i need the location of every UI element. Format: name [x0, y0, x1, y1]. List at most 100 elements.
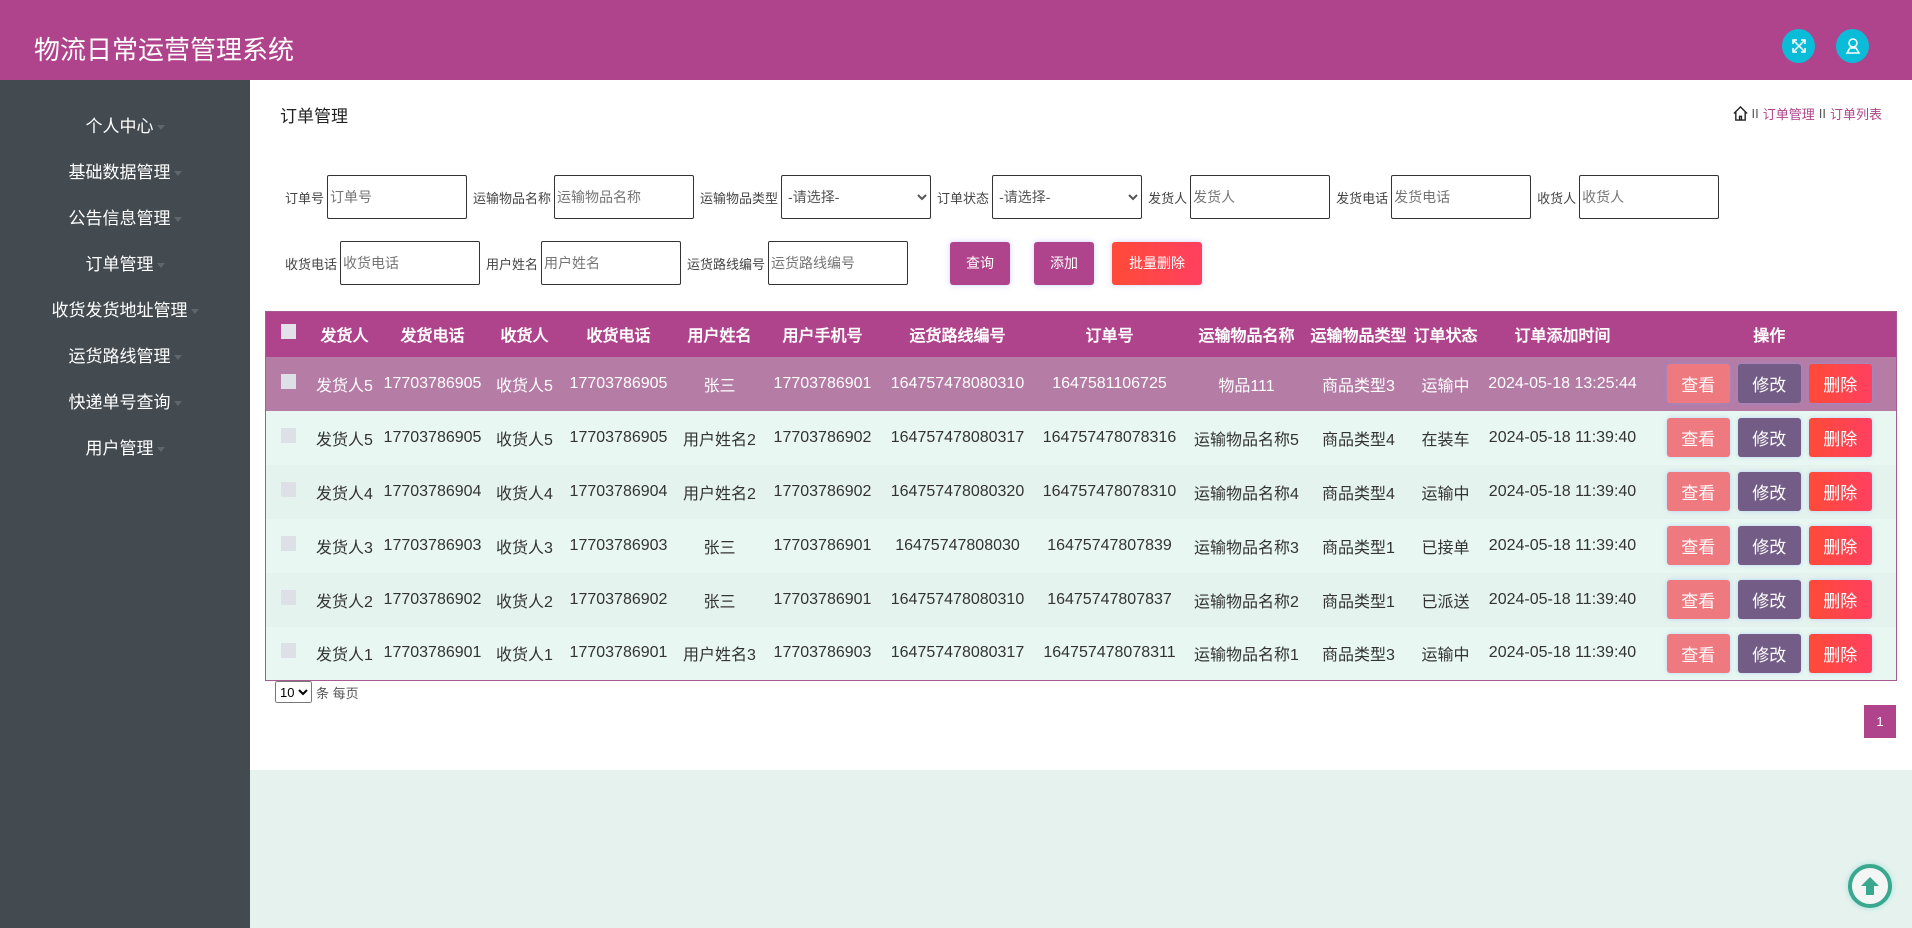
- sidebar-item-routes[interactable]: 运货路线管理: [0, 342, 250, 367]
- sidebar-item-tracking[interactable]: 快递单号查询: [0, 388, 250, 413]
- row-checkbox[interactable]: [280, 373, 296, 389]
- breadcrumb-orders[interactable]: 订单管理: [1762, 107, 1815, 122]
- table-cell: 运输中: [1408, 464, 1483, 519]
- orders-table: 发货人 发货电话 收货人 收货电话 用户姓名 用户手机号 运货路线编号 订单号 运输物品名称 运输…: [265, 311, 1897, 681]
- sender-phone-input[interactable]: [1391, 175, 1532, 219]
- view-button[interactable]: 查看: [1666, 633, 1730, 673]
- caret-down-icon: [173, 355, 182, 361]
- table-cell: 运输物品名称5: [1184, 410, 1309, 465]
- table-cell: 17703786902: [764, 464, 881, 519]
- sidebar-item-notices[interactable]: 公告信息管理: [0, 204, 250, 229]
- table-cell: 物品111: [1184, 356, 1309, 411]
- table-cell: 已派送: [1408, 572, 1483, 627]
- table-row[interactable]: 发货人1 17703786901 收货人1 17703786901 用户姓名3 17703…: [265, 626, 1897, 681]
- row-checkbox[interactable]: [280, 643, 296, 659]
- edit-button[interactable]: 修改: [1737, 633, 1801, 673]
- table-row[interactable]: 发货人3 17703786903 收货人3 17703786903 张三 17703786…: [265, 518, 1897, 573]
- table-cell: 2024-05-18 11:39:40: [1482, 572, 1643, 627]
- row-checkbox[interactable]: [280, 481, 296, 497]
- table-row[interactable]: 发货人5 17703786905 收货人5 17703786905 张三 17703786…: [265, 356, 1897, 411]
- table-cell: 收货人5: [486, 356, 563, 411]
- table-cell: 用户姓名2: [674, 464, 765, 519]
- delete-button[interactable]: 删除: [1808, 364, 1872, 403]
- fullscreen-icon[interactable]: [1782, 29, 1815, 63]
- select-all-checkbox[interactable]: [280, 324, 296, 340]
- back-to-top-button[interactable]: [1848, 864, 1892, 908]
- table-cell: 17703786901: [764, 356, 881, 411]
- sidebar-item-addresses[interactable]: 收货发货地址管理: [0, 296, 250, 321]
- delete-button[interactable]: 删除: [1808, 526, 1872, 565]
- delete-button[interactable]: 删除: [1808, 418, 1872, 457]
- table-cell: 17703786903: [562, 518, 675, 573]
- view-button[interactable]: 查看: [1666, 526, 1730, 565]
- table-cell: 164757478080317: [880, 626, 1035, 681]
- table-cell: 17703786901: [562, 626, 675, 681]
- add-button[interactable]: 添加: [1034, 241, 1095, 285]
- delete-button[interactable]: 删除: [1808, 472, 1872, 511]
- edit-button[interactable]: 修改: [1737, 472, 1801, 511]
- table-cell: 17703786904: [378, 464, 487, 519]
- query-button[interactable]: 查询: [950, 241, 1011, 285]
- view-button[interactable]: 查看: [1666, 580, 1730, 619]
- receiver-phone-input[interactable]: [340, 241, 481, 285]
- sidebar-item-basic-data[interactable]: 基础数据管理: [0, 158, 250, 183]
- column-header: 收货电话: [562, 311, 675, 357]
- table-cell: 运输中: [1408, 356, 1483, 411]
- arrow-up-icon: [1861, 877, 1879, 895]
- home-icon[interactable]: [1732, 106, 1748, 121]
- table-cell: 商品类型4: [1308, 410, 1409, 465]
- sidebar-item-orders[interactable]: 订单管理: [0, 250, 250, 275]
- view-button[interactable]: 查看: [1666, 364, 1730, 403]
- view-button[interactable]: 查看: [1666, 472, 1730, 511]
- page-size-select[interactable]: 10: [275, 681, 312, 703]
- table-cell: 2024-05-18 13:25:44: [1482, 356, 1643, 411]
- view-button[interactable]: 查看: [1666, 418, 1730, 457]
- table-cell: 2024-05-18 11:39:40: [1482, 626, 1643, 681]
- table-cell: 发货人3: [310, 518, 379, 573]
- page-1-button[interactable]: 1: [1864, 705, 1896, 738]
- table-cell: 17703786901: [764, 518, 881, 573]
- breadcrumb: II 订单管理 II 订单列表: [1732, 104, 1882, 123]
- sidebar-item-personal-center[interactable]: 个人中心: [0, 112, 250, 137]
- row-checkbox[interactable]: [280, 535, 296, 551]
- order-no-input[interactable]: [327, 175, 468, 219]
- goods-name-input[interactable]: [554, 175, 695, 219]
- edit-button[interactable]: 修改: [1737, 418, 1801, 457]
- column-header: 用户姓名: [674, 311, 765, 357]
- row-checkbox[interactable]: [280, 589, 296, 605]
- top-header: 物流日常运营管理系统: [0, 0, 1912, 80]
- delete-button[interactable]: 删除: [1808, 580, 1872, 619]
- table-cell: 17703786902: [764, 410, 881, 465]
- table-row[interactable]: 发货人2 17703786902 收货人2 17703786902 张三 17703786…: [265, 572, 1897, 627]
- table-cell: 张三: [674, 356, 765, 411]
- receiver-input[interactable]: [1579, 175, 1720, 219]
- table-row[interactable]: 发货人5 17703786905 收货人5 17703786905 用户姓名2 17703…: [265, 410, 1897, 465]
- user-icon[interactable]: [1836, 29, 1869, 63]
- edit-button[interactable]: 修改: [1737, 580, 1801, 619]
- table-cell: 16475747807837: [1034, 572, 1185, 627]
- table-header: 发货人 发货电话 收货人 收货电话 用户姓名 用户手机号 运货路线编号 订单号 运输物品名称 运输…: [265, 311, 1897, 357]
- table-cell: 17703786901: [764, 572, 881, 627]
- table-cell: 商品类型3: [1308, 626, 1409, 681]
- table-cell: 17703786905: [562, 410, 675, 465]
- table-cell: 用户姓名3: [674, 626, 765, 681]
- breadcrumb-order-list[interactable]: 订单列表: [1829, 107, 1882, 122]
- edit-button[interactable]: 修改: [1737, 526, 1801, 565]
- batch-delete-button[interactable]: 批量删除: [1112, 241, 1203, 285]
- sidebar-item-users[interactable]: 用户管理: [0, 434, 250, 459]
- user-name-input[interactable]: [541, 241, 682, 285]
- table-cell: 商品类型3: [1308, 356, 1409, 411]
- edit-button[interactable]: 修改: [1737, 364, 1801, 403]
- route-no-input[interactable]: [768, 241, 909, 285]
- goods-type-select[interactable]: -请选择-: [781, 175, 932, 219]
- order-status-select[interactable]: -请选择-: [992, 175, 1143, 219]
- table-cell: 164757478080317: [880, 410, 1035, 465]
- table-cell: 已接单: [1408, 518, 1483, 573]
- row-checkbox[interactable]: [280, 427, 296, 443]
- table-row[interactable]: 发货人4 17703786904 收货人4 17703786904 用户姓名2 17703…: [265, 464, 1897, 519]
- sender-input[interactable]: [1190, 175, 1331, 219]
- pagination-size: 10 条 每页: [275, 681, 359, 703]
- table-cell: 运输物品名称1: [1184, 626, 1309, 681]
- table-cell: 运输物品名称3: [1184, 518, 1309, 573]
- delete-button[interactable]: 删除: [1808, 633, 1872, 673]
